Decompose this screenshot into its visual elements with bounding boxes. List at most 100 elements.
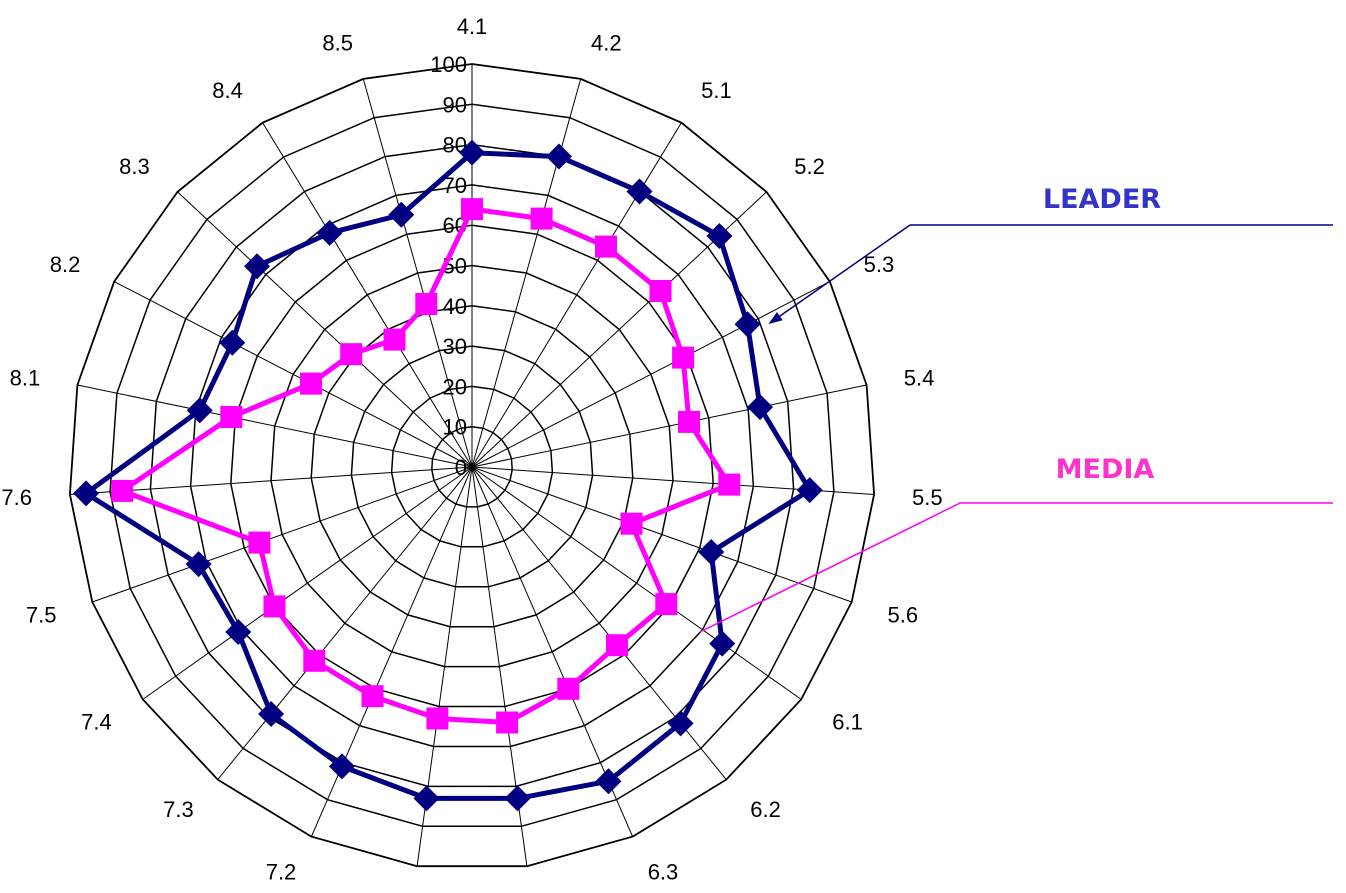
point-leader-8.5	[388, 201, 415, 228]
point-media-8.2	[300, 372, 322, 395]
category-label-7.4: 7.4	[81, 709, 112, 734]
point-media-5.3	[672, 346, 695, 369]
tick-label-100: 100	[430, 52, 467, 77]
spoke-8.2	[113, 281, 473, 468]
point-media-6.3	[557, 677, 580, 700]
spoke-5.6	[471, 466, 852, 603]
category-label-8.5: 8.5	[322, 30, 353, 55]
legend: LEADER MEDIA	[699, 184, 1333, 633]
grid-ring-90	[109, 103, 835, 828]
spoke-8.4	[262, 122, 473, 468]
point-leader-7.4	[225, 619, 252, 646]
category-label-6.2: 6.2	[750, 797, 781, 822]
category-label-7.5: 7.5	[26, 603, 57, 628]
category-label-8.1: 8.1	[10, 365, 41, 390]
spoke-7.4	[142, 466, 473, 700]
point-leader-5.6	[698, 539, 725, 566]
point-media-6.1	[655, 593, 678, 616]
spoke-5.1	[471, 122, 682, 468]
category-label-5.3: 5.3	[864, 252, 895, 277]
point-leader-4.2	[545, 143, 572, 170]
point-media-5.6	[620, 512, 643, 535]
category-label-6.4: 6.4	[517, 892, 548, 893]
legend-leader-arrow-line	[768, 224, 911, 325]
point-media-8.5	[415, 293, 438, 315]
point-media-5.1	[595, 235, 617, 258]
category-label-6.1: 6.1	[832, 709, 863, 734]
point-leader-5.4	[747, 394, 774, 421]
legend-media-label: MEDIA	[1056, 454, 1155, 485]
category-label-7.2: 7.2	[266, 860, 297, 885]
tick-label-40: 40	[443, 294, 467, 319]
grid-ring-100	[68, 63, 876, 868]
category-label-5.1: 5.1	[701, 78, 732, 103]
point-leader-7.6	[73, 480, 100, 507]
point-media-7.3	[303, 649, 326, 672]
point-media-5.4	[678, 410, 700, 433]
point-leader-4.1	[459, 139, 485, 166]
category-label-8.4: 8.4	[212, 78, 243, 103]
series-line-leader	[83, 150, 813, 801]
point-leader-6.2	[667, 710, 694, 737]
spoke-5.3	[471, 281, 831, 468]
point-media-7.5	[248, 531, 271, 554]
spoke-7.3	[217, 466, 473, 780]
point-media-8.1	[220, 406, 243, 428]
point-media-7.1	[426, 707, 449, 730]
point-leader-6.3	[595, 768, 622, 795]
tick-label-10: 10	[443, 415, 467, 440]
category-label-5.2: 5.2	[794, 154, 825, 179]
point-media-7.6	[111, 479, 134, 502]
tick-label-20: 20	[443, 374, 467, 399]
category-label-4.1: 4.1	[457, 14, 488, 39]
point-media-7.4	[263, 595, 286, 618]
point-leader-7.1	[413, 785, 440, 812]
category-label-8.2: 8.2	[50, 252, 81, 277]
grid-ring-70	[189, 184, 755, 748]
point-media-6.4	[496, 711, 519, 734]
spoke-7.5	[92, 466, 473, 603]
spoke-7.6	[69, 466, 473, 495]
category-label-7.3: 7.3	[163, 797, 194, 822]
point-media-7.2	[361, 685, 384, 708]
point-media-6.2	[606, 634, 628, 657]
point-leader-5.1	[626, 178, 653, 205]
point-media-4.2	[530, 207, 553, 230]
spoke-7.2	[310, 466, 473, 837]
category-label-4.2: 4.2	[591, 30, 622, 55]
point-leader-7.2	[328, 753, 355, 780]
spoke-8.5	[362, 78, 473, 468]
spoke-4.2	[471, 78, 582, 468]
category-label-8.3: 8.3	[119, 154, 150, 179]
series-line-media	[119, 206, 732, 725]
tick-label-30: 30	[443, 334, 467, 359]
grid-ring-80	[149, 143, 795, 788]
category-label-5.6: 5.6	[888, 603, 919, 628]
category-label-7.1: 7.1	[397, 892, 428, 893]
point-leader-8.1	[186, 397, 213, 424]
category-labels: 4.1 4.2 5.1 5.2 5.3 5.4 5.5 5.6 6.1 6.2 6.3 6.4 7.1 7…	[1, 14, 942, 893]
category-label-6.3: 6.3	[648, 860, 679, 885]
spoke-8.3	[177, 191, 473, 468]
point-leader-8.4	[316, 219, 343, 246]
point-media-8.3	[340, 343, 363, 366]
legend-leader-label: LEADER	[1043, 184, 1161, 215]
point-media-5.5	[718, 473, 741, 496]
spoke-5.4	[471, 384, 867, 468]
point-leader-7.5	[185, 551, 212, 578]
category-label-5.4: 5.4	[904, 365, 935, 390]
point-leader-5.2	[706, 222, 733, 249]
tick-label-90: 90	[443, 92, 467, 117]
grid-ring-30	[350, 345, 594, 588]
chart-grid	[68, 63, 876, 868]
point-leader-8.3	[243, 253, 270, 280]
series-media	[111, 198, 741, 734]
data-series	[73, 139, 823, 812]
point-leader-5.3	[734, 311, 761, 338]
point-leader-6.1	[709, 630, 736, 657]
point-leader-5.5	[796, 477, 823, 504]
point-media-5.2	[649, 280, 672, 302]
series-leader	[73, 139, 823, 812]
